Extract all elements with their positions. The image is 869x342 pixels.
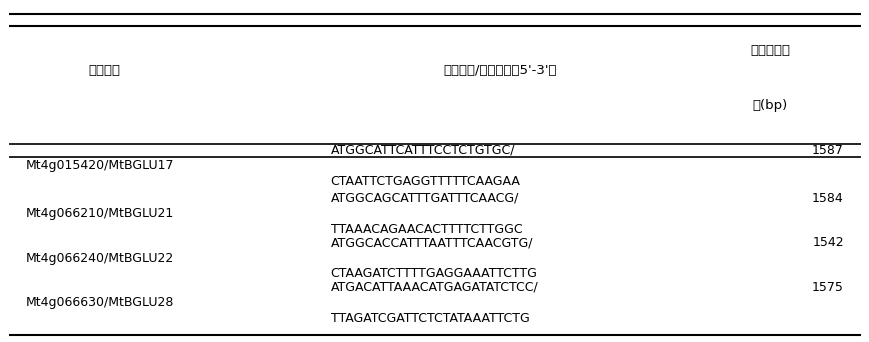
- Text: Mt4g066630/MtBGLU28: Mt4g066630/MtBGLU28: [26, 296, 175, 309]
- Text: Mt4g066210/MtBGLU21: Mt4g066210/MtBGLU21: [26, 207, 174, 220]
- Text: ATGGCACCATTTAATTTCAACGTG/: ATGGCACCATTTAATTTCAACGTG/: [330, 236, 533, 249]
- Text: 1575: 1575: [811, 281, 843, 294]
- Text: CTAATTCTGAGGTTTTTCAAGAA: CTAATTCTGAGGTTTTTCAAGAA: [330, 175, 520, 188]
- Text: 1542: 1542: [812, 236, 843, 249]
- Text: 1584: 1584: [812, 192, 843, 205]
- Text: Mt4g066240/MtBGLU22: Mt4g066240/MtBGLU22: [26, 252, 174, 265]
- Text: ATGGCATTCATTTCCTCTGTGC/: ATGGCATTCATTTCCTCTGTGC/: [330, 144, 514, 157]
- Text: TTAGATCGATTCTCTATAAATTCTG: TTAGATCGATTCTCTATAAATTCTG: [330, 312, 528, 325]
- Text: 1587: 1587: [811, 144, 843, 157]
- Text: CTAAGATCTTTTGAGGAAATTCTTG: CTAAGATCTTTTGAGGAAATTCTTG: [330, 267, 537, 280]
- Text: TTAAACAGAACACTTTTCTTGGC: TTAAACAGAACACTTTTCTTGGC: [330, 223, 521, 236]
- Text: ATGGCAGCATTTGATTTCAACG/: ATGGCAGCATTTGATTTCAACG/: [330, 192, 519, 205]
- Text: 正向引物/反向引物（5'-3'）: 正向引物/反向引物（5'-3'）: [443, 64, 556, 78]
- Text: ATGACATTAAACATGAGATATCTCC/: ATGACATTAAACATGAGATATCTCC/: [330, 281, 538, 294]
- Text: 扩增片段大: 扩增片段大: [749, 44, 789, 57]
- Text: 基因名称: 基因名称: [89, 64, 120, 78]
- Text: 小(bp): 小(bp): [752, 98, 786, 112]
- Text: Mt4g015420/MtBGLU17: Mt4g015420/MtBGLU17: [26, 159, 175, 172]
